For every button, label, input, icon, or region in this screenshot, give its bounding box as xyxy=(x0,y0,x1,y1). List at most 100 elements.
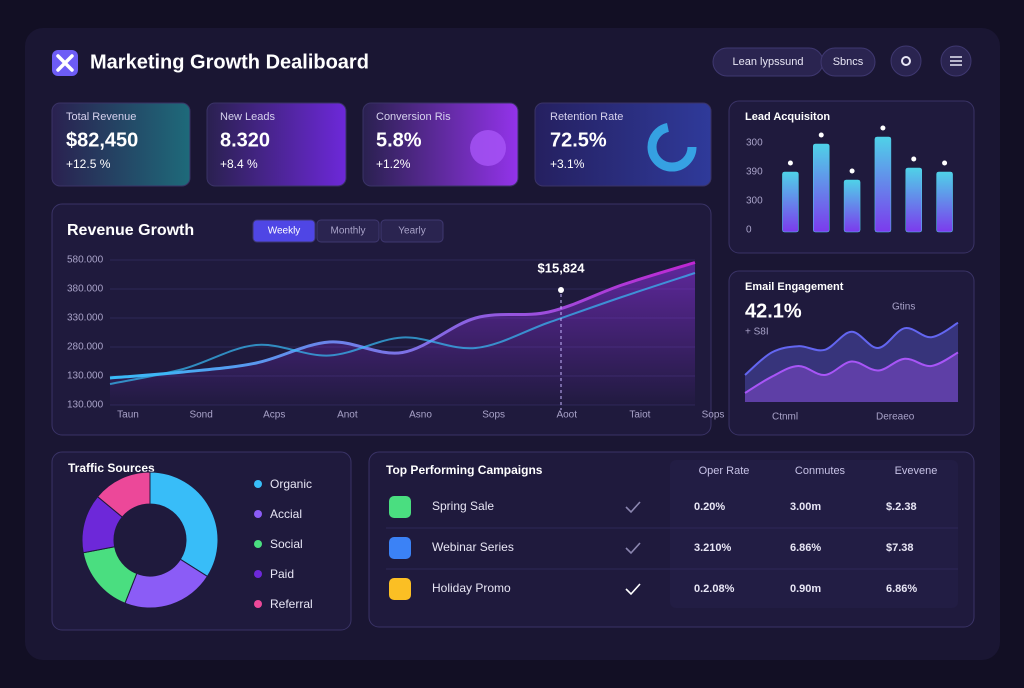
tab[interactable] xyxy=(252,219,316,243)
y-axis-label: 390 xyxy=(746,167,763,178)
revenue-title: Revenue Growth xyxy=(67,222,194,239)
hover-annotation: $15,824 xyxy=(538,260,586,275)
check-icon xyxy=(625,583,641,596)
campaigns-metrics-bg xyxy=(670,460,958,608)
kpi-value: $82,450 xyxy=(66,129,138,151)
campaign-cell: 0.2.08% xyxy=(694,583,735,595)
campaign-cell: $7.38 xyxy=(886,542,914,554)
tab-label[interactable]: Weekly xyxy=(268,226,301,237)
x-tick-label: Sops xyxy=(482,410,505,421)
x-tick-label: Acps xyxy=(263,410,285,421)
series-line xyxy=(744,321,959,376)
settings-icon xyxy=(901,56,911,66)
kpi-value: 72.5% xyxy=(550,129,607,151)
donut-slice xyxy=(96,471,151,518)
y-axis-label: 380.000 xyxy=(67,284,104,295)
legend-label: Referral xyxy=(270,597,313,611)
y-axis-label: 280.000 xyxy=(67,342,104,353)
x-tick-label: Taiot xyxy=(629,410,650,421)
menu-icon xyxy=(950,56,962,66)
y-axis-label: 330.000 xyxy=(67,313,104,324)
bar-cap xyxy=(880,125,886,131)
email-card xyxy=(728,270,975,436)
bar-cap xyxy=(818,132,824,138)
campaign-cell: 6.86% xyxy=(790,542,821,554)
column-header: Evevene xyxy=(895,465,938,477)
campaign-cell: 0.20% xyxy=(694,501,725,513)
kpi-label: Conversion Ris xyxy=(376,111,451,123)
legend-dot xyxy=(254,510,262,518)
series-line xyxy=(744,351,959,394)
x-tick-label: Taun xyxy=(117,410,139,421)
kpi-change: +3.1% xyxy=(550,157,585,171)
legend-label: Accial xyxy=(270,507,302,521)
bar-cap xyxy=(849,168,855,174)
page-title: Marketing Growth Dealiboard xyxy=(90,51,369,73)
bar xyxy=(905,167,922,233)
campaign-cell: 3.00m xyxy=(790,501,821,513)
email-x-label: Ctnml xyxy=(772,412,798,423)
x-tick-label: Aoot xyxy=(556,410,577,421)
column-header: Conmutes xyxy=(795,465,846,477)
tab[interactable] xyxy=(380,219,444,243)
campaign-name[interactable]: Webinar Series xyxy=(432,540,514,554)
traffic-title: Traffic Sources xyxy=(68,461,155,475)
kpi-change: +1.2% xyxy=(376,157,411,171)
kpi-card xyxy=(206,102,347,187)
kpi-decoration xyxy=(470,130,506,166)
bar xyxy=(936,171,953,233)
bar xyxy=(843,179,861,233)
area-fill xyxy=(110,262,695,405)
header-button[interactable] xyxy=(820,47,876,77)
kpi-change: +12.5 % xyxy=(66,157,111,171)
series-line xyxy=(109,272,696,385)
campaign-icon xyxy=(389,578,411,600)
kpi-value: 5.8% xyxy=(376,129,422,151)
campaign-cell: 0.90m xyxy=(790,583,821,595)
legend-dot xyxy=(254,540,262,548)
column-header: Oper Rate xyxy=(699,465,750,477)
donut-slice xyxy=(149,471,219,578)
campaign-icon xyxy=(389,537,411,559)
kpi-change: +8.4 % xyxy=(220,157,258,171)
kpi-card xyxy=(362,102,519,187)
bar xyxy=(874,136,892,233)
kpi-label: Total Revenue xyxy=(66,111,136,123)
kpi-card xyxy=(51,102,191,187)
kpi-label: New Leads xyxy=(220,111,276,123)
settings-button[interactable] xyxy=(890,45,922,77)
y-axis-label: 300 xyxy=(746,196,763,207)
legend-label: Paid xyxy=(270,567,294,581)
campaigns-title: Top Performing Campaigns xyxy=(386,463,543,477)
kpi-value: 8.320 xyxy=(220,129,270,151)
series-line xyxy=(109,261,696,380)
y-axis-label: 300 xyxy=(746,138,763,149)
x-tick-label: Sond xyxy=(189,410,212,421)
campaign-cell: $.2.38 xyxy=(886,501,917,513)
hover-dot xyxy=(558,287,564,293)
bar xyxy=(813,143,830,233)
y-axis-label: 130.000 xyxy=(67,371,104,382)
tab-label[interactable]: Monthly xyxy=(330,226,365,237)
y-axis-label: 0 xyxy=(746,225,752,236)
kpi-label: Retention Rate xyxy=(550,111,623,123)
campaign-name[interactable]: Spring Sale xyxy=(432,499,494,513)
bar-cap xyxy=(911,156,917,162)
campaign-icon xyxy=(389,496,411,518)
x-tick-label: Asno xyxy=(409,410,432,421)
button-label[interactable]: Lean lypssund xyxy=(733,56,804,68)
leads-title: Lead Acquisiton xyxy=(745,111,830,123)
tab-label[interactable]: Yearly xyxy=(398,226,425,237)
legend-dot xyxy=(254,480,262,488)
legend-dot xyxy=(254,600,262,608)
bar-cap xyxy=(942,160,948,166)
logo-mark xyxy=(56,54,74,72)
bar xyxy=(782,171,799,233)
legend-label: Social xyxy=(270,537,303,551)
check-icon xyxy=(625,501,641,514)
tab[interactable] xyxy=(316,219,380,243)
email-value: 42.1% xyxy=(745,300,802,322)
button-label[interactable]: Sbncs xyxy=(833,56,864,68)
campaign-name[interactable]: Holiday Promo xyxy=(432,581,511,595)
